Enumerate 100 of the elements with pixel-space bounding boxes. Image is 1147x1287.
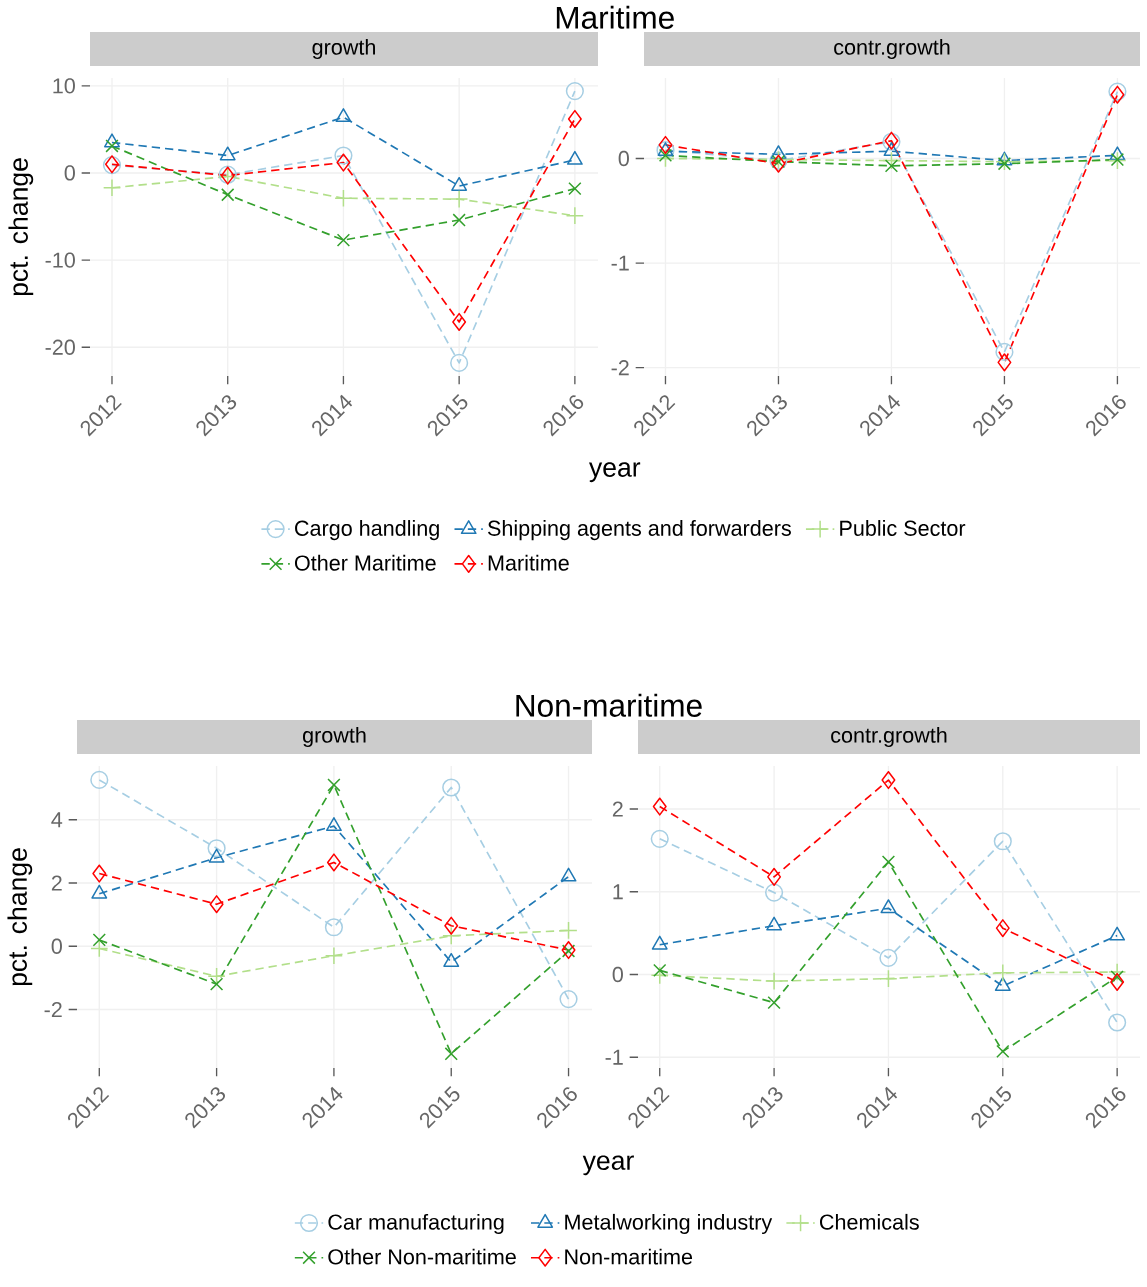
point <box>450 353 469 373</box>
point <box>209 895 224 914</box>
point <box>880 899 897 914</box>
legend-label: Maritime <box>488 554 569 571</box>
point <box>444 916 459 935</box>
point <box>452 312 467 332</box>
point <box>90 770 109 789</box>
point <box>92 864 107 883</box>
point <box>995 152 1014 171</box>
legend-label: Metalworking industry <box>565 1213 773 1235</box>
point <box>997 353 1012 372</box>
y-axis-title: pct. change <box>7 848 33 986</box>
point <box>565 206 584 225</box>
point <box>997 157 1012 171</box>
y-tick-label: 0 <box>612 966 623 983</box>
point <box>879 969 898 988</box>
point <box>452 213 466 227</box>
point <box>336 233 351 247</box>
legend-label: Other Maritime <box>294 554 436 571</box>
point <box>209 977 224 991</box>
point <box>653 963 667 978</box>
point <box>658 148 673 163</box>
y-tick-label: -20 <box>45 339 75 355</box>
point <box>105 139 119 153</box>
point <box>995 342 1014 362</box>
chart-subtitle: contr.growth <box>834 38 950 60</box>
point <box>326 853 341 872</box>
y-tick-label: 2 <box>51 875 62 891</box>
y-tick-label: -2 <box>611 360 629 376</box>
point <box>879 948 898 968</box>
point <box>650 966 669 985</box>
point <box>771 155 786 169</box>
chart-subtitle: growth <box>303 726 366 748</box>
point <box>335 108 352 123</box>
point <box>336 153 351 172</box>
point <box>207 839 226 858</box>
point <box>1108 962 1127 982</box>
y-tick-label: -1 <box>611 255 629 271</box>
y-axis-title: pct. change <box>8 158 34 296</box>
legend-label: Public Sector <box>840 520 966 536</box>
point <box>883 142 900 157</box>
point <box>881 770 896 790</box>
point <box>208 848 225 863</box>
point <box>650 829 669 848</box>
point <box>658 135 673 154</box>
point <box>219 146 236 161</box>
chart-title: Non-maritime <box>516 693 702 717</box>
y-tick-label: 4 <box>51 812 63 828</box>
point <box>767 867 782 886</box>
chart-subtitle: growth <box>312 38 375 60</box>
point <box>881 855 896 869</box>
y-tick-label: -2 <box>44 1001 62 1018</box>
point <box>1110 972 1125 992</box>
point <box>770 145 787 160</box>
point <box>324 918 343 937</box>
point <box>765 972 784 991</box>
chart-title: Maritime <box>556 5 674 29</box>
point <box>102 178 122 197</box>
point <box>444 1047 458 1061</box>
point <box>559 921 578 940</box>
y-tick-label: 1 <box>613 884 623 900</box>
legend-label: Car manufacturing <box>328 1213 504 1235</box>
point <box>1108 1013 1127 1032</box>
point <box>327 778 341 792</box>
legend-label: Non-maritime <box>565 1248 693 1265</box>
point <box>324 946 343 965</box>
point <box>92 933 106 947</box>
y-tick-label: 0 <box>64 165 75 181</box>
point <box>450 190 469 209</box>
point <box>442 926 461 945</box>
legend-label: Other Non-maritime <box>328 1248 516 1265</box>
y-tick-label: 0 <box>618 150 629 167</box>
point <box>652 797 667 816</box>
y-tick-label: 0 <box>51 938 62 954</box>
x-axis-title: year <box>588 462 641 483</box>
x-axis-title: year <box>582 1155 634 1176</box>
point <box>996 151 1013 166</box>
point <box>884 159 899 173</box>
point <box>442 778 461 797</box>
point <box>104 133 120 148</box>
y-tick-label: -1 <box>605 1049 623 1065</box>
point <box>560 867 577 882</box>
point <box>334 189 353 208</box>
point <box>559 989 578 1009</box>
chart-subtitle: contr.growth <box>831 726 947 748</box>
point <box>993 963 1012 982</box>
point <box>993 832 1012 851</box>
y-tick-label: -10 <box>45 252 75 268</box>
point <box>1109 146 1126 161</box>
point <box>221 188 235 202</box>
point <box>568 182 582 196</box>
point <box>1110 970 1124 984</box>
point <box>996 1044 1010 1059</box>
point <box>995 919 1010 938</box>
point <box>765 883 784 902</box>
legend-label: Chemicals <box>819 1213 919 1230</box>
point <box>561 944 576 958</box>
point <box>91 884 108 899</box>
point <box>334 146 353 165</box>
point <box>567 109 582 129</box>
